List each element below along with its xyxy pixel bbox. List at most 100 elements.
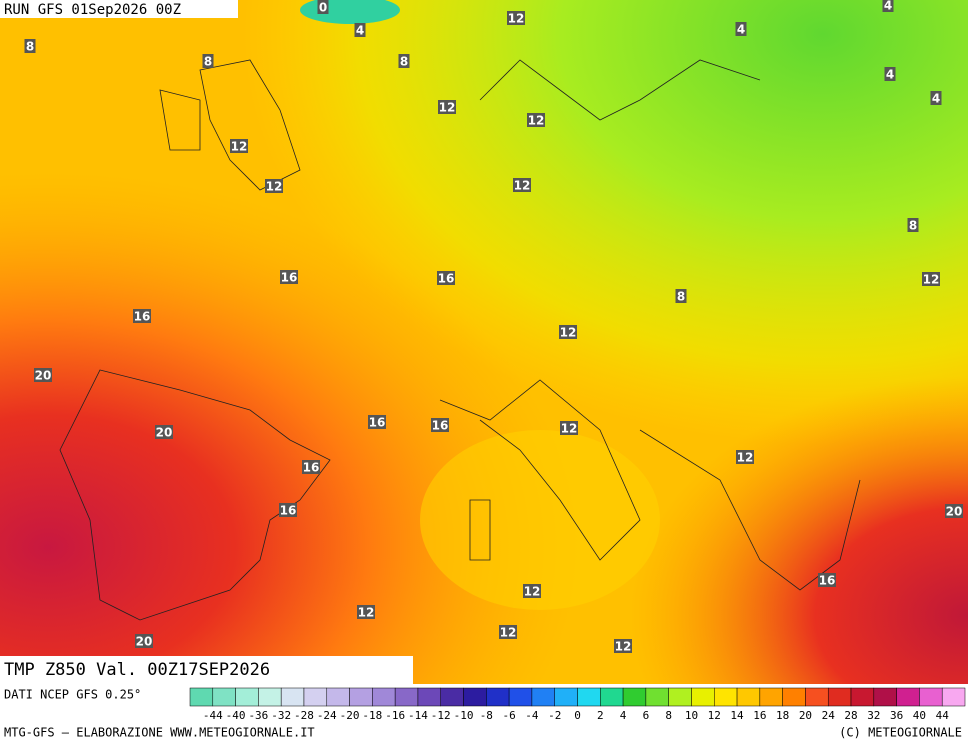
isotherm-label: 4 — [932, 92, 940, 106]
label-box — [527, 113, 545, 127]
label-box — [317, 0, 329, 14]
color-swatch — [736, 687, 761, 707]
isotherm-label: 12 — [439, 101, 456, 115]
color-swatch — [349, 687, 373, 707]
color-swatch — [212, 687, 236, 707]
isotherm-label: 20 — [136, 635, 153, 649]
isotherm-label: 16 — [134, 310, 151, 324]
isotherm-label: 12 — [500, 626, 517, 640]
isotherm-label: 4 — [737, 23, 745, 37]
colorbar-tick-label: -8 — [480, 709, 493, 722]
label-box — [614, 639, 632, 653]
label-box — [884, 67, 896, 81]
colorbar-tick-label: -36 — [248, 709, 268, 722]
isotherm-label: 8 — [909, 219, 917, 233]
isotherm-label: 20 — [35, 369, 52, 383]
colorbar-tick-label: -6 — [502, 709, 515, 722]
isotherm-label: 12 — [231, 140, 248, 154]
color-swatch — [189, 687, 214, 707]
label-box — [202, 54, 214, 68]
credit: MTG-GFS — ELABORAZIONE WWW.METEOGIORNALE… — [4, 726, 315, 740]
label-box — [818, 573, 836, 587]
isotherm-label: 20 — [156, 426, 173, 440]
label-box — [735, 22, 747, 36]
isotherm-label: 12 — [266, 180, 283, 194]
colorbar-tick-label: 24 — [822, 709, 836, 722]
field-box — [0, 656, 413, 684]
label-box — [302, 460, 320, 474]
colorbar-tick-label: 18 — [776, 709, 789, 722]
isotherm-label: 16 — [438, 272, 455, 286]
isotherm-label: 16 — [303, 461, 320, 475]
data-source: DATI NCEP GFS 0.25° — [4, 688, 141, 702]
label-box — [560, 421, 578, 435]
colorbar-tick-label: -40 — [226, 709, 246, 722]
label-box — [675, 289, 687, 303]
colorbar-tick-label: 44 — [936, 709, 950, 722]
colorbar-tick-label: 0 — [574, 709, 581, 722]
isotherm-label: 12 — [615, 640, 632, 654]
header-box — [0, 0, 238, 18]
label-box — [398, 54, 410, 68]
label-box — [559, 325, 577, 339]
isotherm-label: 12 — [561, 422, 578, 436]
isotherm-label: 12 — [358, 606, 375, 620]
color-swatch — [486, 687, 510, 707]
isotherm-label: 12 — [508, 12, 525, 26]
colorbar-tick-label: -16 — [385, 709, 405, 722]
colorbar-tick-label: -44 — [203, 709, 223, 722]
color-swatch — [850, 687, 875, 707]
color-swatch — [691, 687, 715, 707]
color-swatch — [508, 687, 533, 707]
color-swatch — [668, 687, 692, 707]
colorbar-tick-label: 4 — [620, 709, 627, 722]
color-swatch — [896, 687, 920, 707]
colorbar-tick-label: 6 — [643, 709, 650, 722]
color-swatch — [463, 687, 487, 707]
isotherm-labels: 0 4 12 4 8 8 8 4 4 4 12 12 12 12 12 8 12 16 16 8 16 12 20 16 16 1… — [24, 0, 963, 654]
colorbar-tick-label: 14 — [730, 709, 744, 722]
label-box — [438, 100, 456, 114]
isotherm-label: 20 — [946, 505, 963, 519]
isotherm-label: 8 — [204, 55, 212, 69]
isotherm-label: 12 — [528, 114, 545, 128]
isotherm-label: 8 — [26, 40, 34, 54]
color-swatch — [782, 687, 806, 707]
label-box — [265, 179, 283, 193]
colorbar-tick-label: -20 — [340, 709, 360, 722]
colorbar-tick-label: 28 — [844, 709, 857, 722]
color-swatch — [554, 687, 578, 707]
color-swatch — [827, 687, 852, 707]
coastlines — [59, 59, 861, 621]
isotherm-label: 8 — [677, 290, 685, 304]
color-swatch — [372, 687, 396, 707]
run-info: RUN GFS 01Sep2026 00Z — [4, 2, 181, 18]
color-swatch — [440, 687, 464, 707]
color-swatch — [417, 687, 441, 707]
colorbar-tick-label: 32 — [867, 709, 880, 722]
label-box — [523, 584, 541, 598]
label-box — [882, 0, 894, 12]
isotherm-label: 4 — [356, 24, 364, 38]
label-box — [736, 450, 754, 464]
isotherm-label: 16 — [819, 574, 836, 588]
colorbar-tick-label: -24 — [317, 709, 337, 722]
label-box — [499, 625, 517, 639]
label-box — [133, 309, 151, 323]
label-box — [907, 218, 919, 232]
label-box — [930, 91, 942, 105]
colorbar-tick-label: 12 — [708, 709, 721, 722]
colorbar-tick-label: -18 — [362, 709, 382, 722]
field-info: TMP Z850 Val. 00Z17SEP2026 — [4, 660, 270, 680]
label-box — [507, 11, 525, 25]
colorbar-tick-label: -4 — [525, 709, 539, 722]
label-box — [34, 368, 52, 382]
colorbar-tick-label: -12 — [431, 709, 451, 722]
isotherm-label: 4 — [884, 0, 892, 13]
color-swatch — [280, 687, 305, 707]
colorbar-tick-label: 36 — [890, 709, 903, 722]
isotherm-label: 16 — [369, 416, 386, 430]
isotherm-label: 12 — [560, 326, 577, 340]
isotherm-label: 16 — [432, 419, 449, 433]
isotherm-label: 0 — [319, 1, 327, 15]
